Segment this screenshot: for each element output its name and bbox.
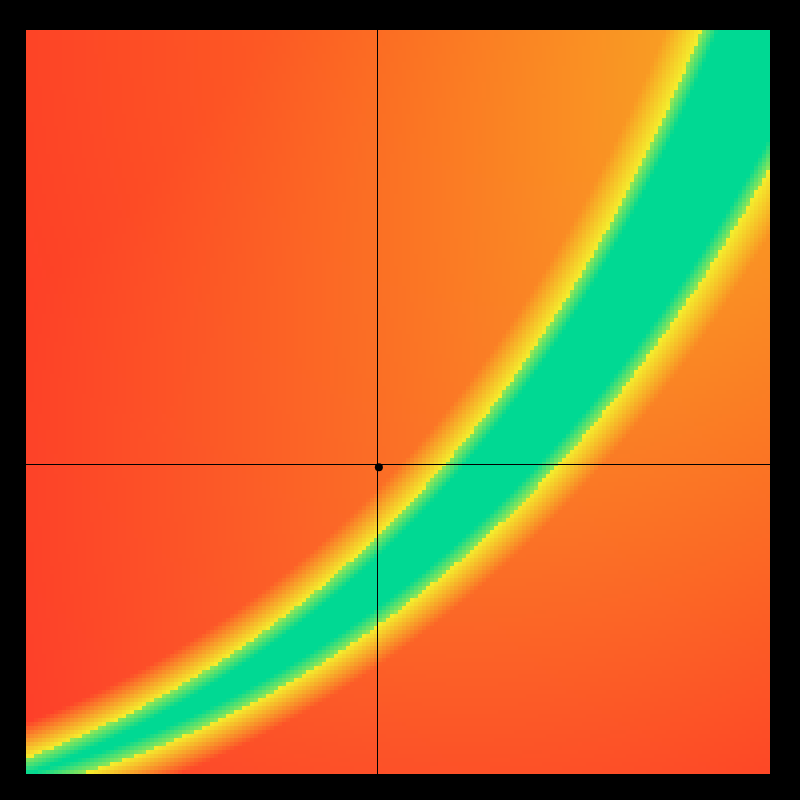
bottleneck-heatmap xyxy=(0,0,800,800)
chart-container: TheBottleneck.com xyxy=(0,0,800,800)
